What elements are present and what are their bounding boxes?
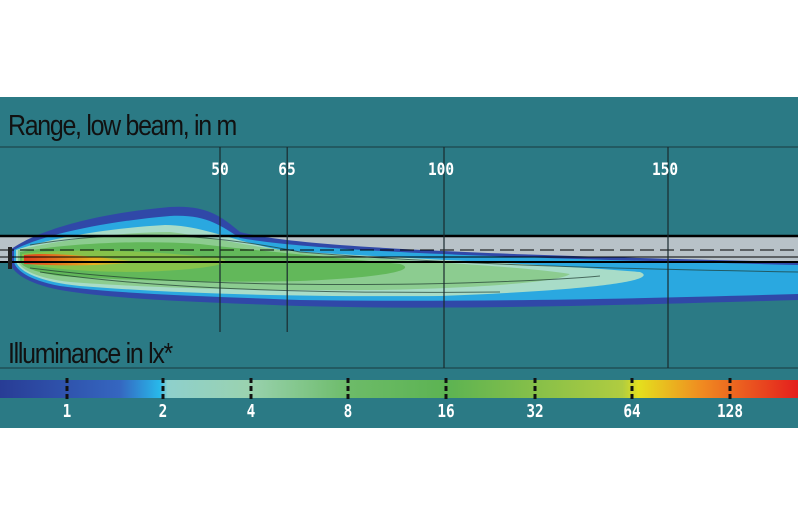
distance-label-65: 65	[278, 160, 296, 180]
scale-label-32: 32	[526, 401, 544, 422]
distance-label-150: 150	[651, 160, 679, 180]
scale-label-8: 8	[343, 401, 353, 422]
distance-label-50: 50	[211, 160, 229, 180]
range-title: Range, low beam, in m	[8, 110, 237, 142]
distance-label-100: 100	[427, 160, 455, 180]
illuminance-title: Illuminance in lx*	[8, 338, 173, 370]
scale-label-128: 128	[716, 401, 744, 422]
scale-label-64: 64	[623, 401, 641, 422]
scale-label-2: 2	[158, 401, 168, 422]
scale-label-4: 4	[246, 401, 256, 422]
scale-label-1: 1	[62, 401, 72, 422]
illuminance-color-scale	[0, 380, 798, 398]
scale-label-16: 16	[437, 401, 455, 422]
vehicle-front	[8, 247, 12, 269]
